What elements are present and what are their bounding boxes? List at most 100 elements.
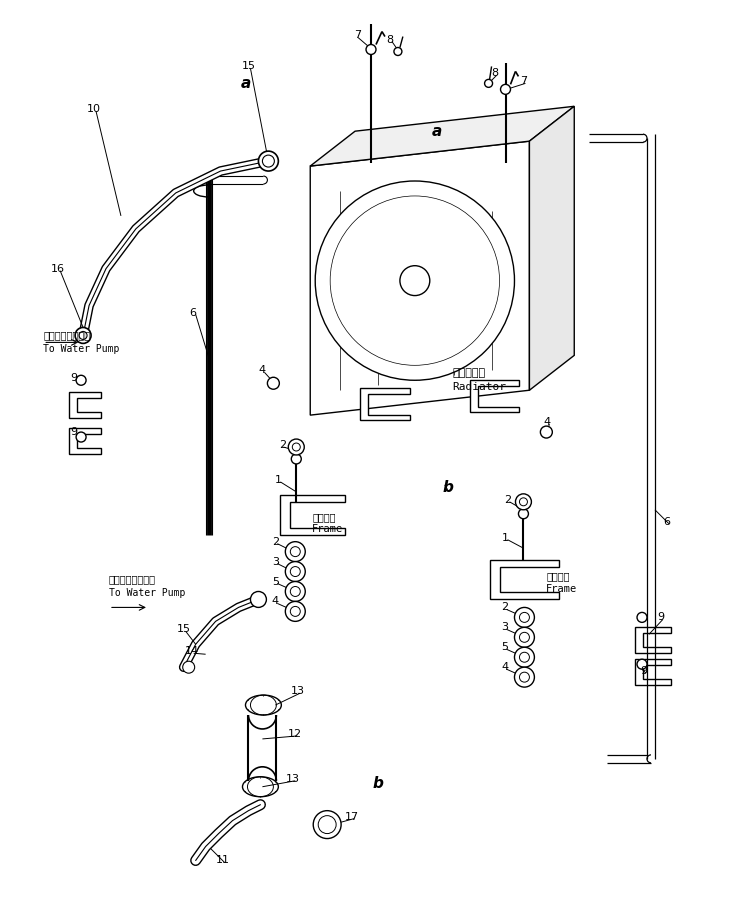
Circle shape	[394, 48, 402, 56]
Text: 1: 1	[275, 474, 282, 485]
Text: 5: 5	[272, 576, 279, 586]
Polygon shape	[69, 428, 101, 454]
Circle shape	[285, 542, 305, 562]
Text: ウォータポンプへ: ウォータポンプへ	[43, 330, 91, 340]
Text: To Water Pump: To Water Pump	[109, 588, 186, 599]
Text: 7: 7	[355, 30, 361, 40]
Circle shape	[519, 498, 527, 506]
Circle shape	[515, 628, 534, 648]
Text: 6: 6	[189, 308, 196, 318]
Text: b: b	[442, 481, 453, 495]
Text: 2: 2	[279, 440, 286, 450]
Circle shape	[518, 509, 528, 519]
Circle shape	[519, 652, 530, 662]
Text: 13: 13	[291, 686, 305, 696]
Text: 1: 1	[502, 533, 509, 543]
Circle shape	[637, 612, 647, 622]
Circle shape	[315, 181, 515, 381]
Text: 2: 2	[272, 537, 279, 547]
Text: 9: 9	[70, 373, 78, 383]
Text: 15: 15	[177, 624, 191, 634]
Polygon shape	[280, 495, 345, 535]
Circle shape	[366, 44, 376, 54]
Text: Radiator: Radiator	[453, 382, 506, 392]
Circle shape	[263, 155, 275, 167]
Text: 17: 17	[345, 812, 359, 822]
Polygon shape	[530, 106, 574, 391]
Polygon shape	[635, 659, 671, 686]
Text: ラジエータ: ラジエータ	[453, 368, 486, 378]
Polygon shape	[635, 628, 671, 653]
Text: 4: 4	[544, 417, 551, 428]
Text: 12: 12	[288, 729, 302, 739]
Polygon shape	[310, 106, 574, 166]
Text: 7: 7	[520, 77, 527, 87]
Circle shape	[291, 454, 301, 464]
Text: 9: 9	[70, 427, 78, 437]
Text: 8: 8	[387, 34, 393, 44]
Text: 10: 10	[87, 105, 101, 115]
Circle shape	[285, 582, 305, 602]
Circle shape	[285, 562, 305, 582]
Circle shape	[318, 815, 336, 833]
Text: 3: 3	[272, 557, 279, 566]
Circle shape	[519, 672, 530, 682]
Text: 3: 3	[501, 622, 508, 632]
Text: 4: 4	[501, 662, 508, 672]
Text: ウォータポンプへ: ウォータポンプへ	[109, 575, 156, 584]
Text: 9: 9	[657, 612, 664, 622]
Circle shape	[258, 152, 278, 171]
Text: 4: 4	[259, 365, 266, 375]
Polygon shape	[69, 392, 101, 419]
Polygon shape	[360, 388, 410, 420]
Circle shape	[290, 586, 300, 596]
Text: To Water Pump: To Water Pump	[43, 345, 120, 354]
Circle shape	[313, 811, 341, 839]
Circle shape	[515, 648, 534, 667]
Text: 8: 8	[491, 69, 498, 78]
Circle shape	[292, 443, 300, 451]
Circle shape	[637, 659, 647, 669]
Circle shape	[251, 592, 266, 607]
Circle shape	[515, 607, 534, 628]
Polygon shape	[490, 559, 560, 600]
Circle shape	[76, 432, 86, 442]
Text: 13: 13	[286, 774, 300, 784]
Circle shape	[540, 426, 552, 438]
Text: 11: 11	[215, 855, 230, 866]
Text: 2: 2	[504, 495, 511, 505]
Circle shape	[267, 377, 279, 390]
Circle shape	[79, 331, 87, 339]
Circle shape	[288, 439, 304, 455]
Text: 15: 15	[242, 61, 256, 71]
Text: フレーム: フレーム	[546, 572, 570, 582]
Text: 5: 5	[501, 642, 508, 652]
Text: 16: 16	[51, 263, 65, 273]
Text: a: a	[432, 124, 442, 139]
Text: 9: 9	[640, 667, 648, 676]
Circle shape	[400, 266, 430, 296]
Text: 6: 6	[663, 517, 670, 527]
Circle shape	[519, 632, 530, 642]
Text: a: a	[240, 76, 251, 91]
Polygon shape	[470, 381, 519, 412]
Circle shape	[485, 79, 493, 87]
Polygon shape	[310, 141, 530, 415]
Circle shape	[76, 375, 86, 385]
Text: b: b	[373, 777, 384, 791]
Circle shape	[75, 327, 91, 344]
Circle shape	[290, 547, 300, 557]
Text: 4: 4	[272, 596, 279, 606]
Circle shape	[285, 602, 305, 621]
Circle shape	[515, 493, 531, 510]
Circle shape	[183, 661, 194, 673]
Text: Frame: Frame	[312, 524, 343, 534]
Circle shape	[500, 85, 510, 95]
Circle shape	[290, 606, 300, 616]
Circle shape	[519, 612, 530, 622]
Text: Frame: Frame	[546, 584, 577, 594]
Circle shape	[290, 566, 300, 576]
Text: 2: 2	[501, 603, 508, 612]
Circle shape	[515, 667, 534, 687]
Text: 14: 14	[185, 646, 199, 657]
